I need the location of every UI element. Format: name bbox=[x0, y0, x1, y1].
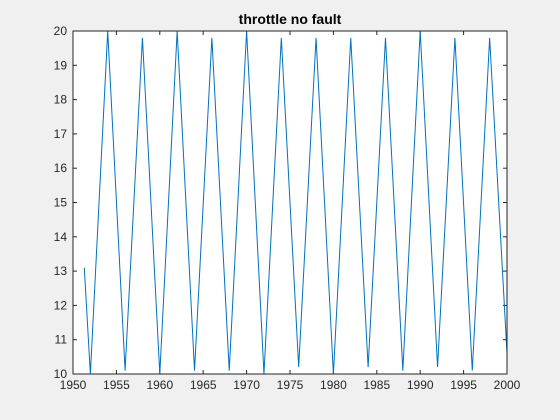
data-point bbox=[385, 37, 386, 38]
x-tick-label: 1980 bbox=[320, 378, 347, 392]
y-tick-label: 10 bbox=[54, 367, 68, 381]
x-tick-label: 1985 bbox=[363, 378, 390, 392]
x-tick-label: 1965 bbox=[190, 378, 217, 392]
y-tick-label: 13 bbox=[54, 264, 68, 278]
data-point bbox=[281, 37, 282, 38]
data-point bbox=[125, 370, 126, 371]
y-tick-label: 17 bbox=[54, 127, 68, 141]
x-tick-label: 1960 bbox=[146, 378, 173, 392]
y-tick-label: 14 bbox=[54, 230, 68, 244]
y-tick-label: 18 bbox=[54, 93, 68, 107]
data-point bbox=[368, 367, 369, 368]
y-tick-label: 11 bbox=[55, 333, 68, 347]
x-tick-label: 1950 bbox=[60, 378, 87, 392]
y-tick-label: 12 bbox=[54, 298, 68, 312]
data-point bbox=[142, 37, 143, 38]
series-layer bbox=[83, 30, 508, 375]
data-point bbox=[194, 370, 195, 371]
x-tick-label: 1970 bbox=[233, 378, 260, 392]
data-point bbox=[316, 37, 317, 38]
data-point bbox=[489, 37, 490, 38]
x-tick-label: 1975 bbox=[277, 378, 304, 392]
x-tick-label: 1990 bbox=[407, 378, 434, 392]
x-tick-label: 1995 bbox=[450, 378, 477, 392]
x-tick-label: 1955 bbox=[103, 378, 130, 392]
axes-box bbox=[72, 30, 508, 375]
data-point bbox=[298, 367, 299, 368]
data-point bbox=[350, 37, 351, 38]
x-tick-label: 2000 bbox=[494, 378, 521, 392]
data-point bbox=[402, 370, 403, 371]
data-point bbox=[472, 370, 473, 371]
y-tick-label: 20 bbox=[54, 24, 68, 38]
data-point bbox=[84, 267, 85, 268]
y-tick-label: 15 bbox=[54, 196, 68, 210]
data-point bbox=[211, 37, 212, 38]
ticks-layer: 1950 1955 1960 1965 1970 1975 1980 1985 1990 1995… bbox=[54, 24, 521, 392]
y-tick-label: 19 bbox=[54, 58, 68, 72]
data-point bbox=[454, 37, 455, 38]
y-tick-label: 16 bbox=[54, 161, 68, 175]
data-point bbox=[229, 370, 230, 371]
series-line bbox=[83, 30, 508, 375]
data-point bbox=[437, 367, 438, 368]
chart-title: throttle no fault bbox=[239, 11, 342, 27]
